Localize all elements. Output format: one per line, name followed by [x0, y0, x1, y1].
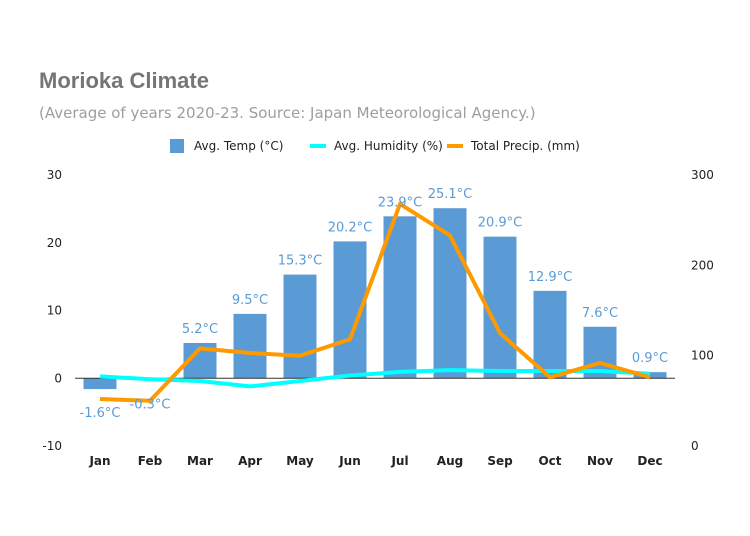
y-left-tick-3: 20 — [47, 236, 62, 250]
x-tick-jul: Jul — [390, 454, 408, 468]
x-tick-jan: Jan — [88, 454, 110, 468]
y-left-tick-1: 0 — [54, 371, 62, 385]
data-label-mar: 5.2°C — [182, 322, 218, 337]
legend-swatch-0 — [170, 139, 184, 153]
data-label-jan: -1.6°C — [80, 406, 121, 421]
series-line-humidity — [99, 368, 651, 389]
data-label-aug: 25.1°C — [428, 187, 473, 202]
x-tick-dec: Dec — [637, 454, 662, 468]
y-right-tick-3: 300 — [691, 168, 714, 182]
bar-dec — [633, 372, 667, 379]
x-tick-nov: Nov — [587, 454, 613, 468]
y-right-tick-0: 0 — [691, 439, 699, 453]
data-label-jul: 23.9°C — [378, 195, 423, 210]
series-line-precip — [99, 201, 651, 403]
data-label-oct: 12.9°C — [528, 270, 573, 285]
x-tick-mar: Mar — [187, 454, 213, 468]
x-tick-sep: Sep — [487, 454, 513, 468]
data-label-jun: 20.2°C — [328, 220, 373, 235]
x-tick-jun: Jun — [338, 454, 361, 468]
x-tick-feb: Feb — [138, 454, 163, 468]
x-tick-may: May — [286, 454, 314, 468]
x-tick-apr: Apr — [238, 454, 262, 468]
bar-apr — [233, 313, 267, 379]
y-left-tick-4: 30 — [47, 168, 62, 182]
legend-label-0: Avg. Temp (°C) — [194, 139, 283, 153]
legend-label-2: Total Precip. (mm) — [470, 139, 580, 153]
chart-title: Morioka Climate — [39, 68, 209, 93]
y-right-tick-1: 100 — [691, 349, 714, 363]
data-label-feb: -0.3°C — [130, 397, 171, 412]
y-left-tick-0: -10 — [42, 439, 62, 453]
data-label-dec: 0.9°C — [632, 351, 668, 366]
bar-jul — [383, 216, 417, 379]
data-label-nov: 7.6°C — [582, 306, 618, 321]
y-left-tick-2: 10 — [47, 304, 62, 318]
legend-label-1: Avg. Humidity (%) — [334, 139, 443, 153]
x-tick-aug: Aug — [437, 454, 463, 468]
bar-jan — [83, 378, 117, 390]
data-label-may: 15.3°C — [278, 254, 323, 269]
bar-may — [283, 274, 317, 379]
data-label-sep: 20.9°C — [478, 216, 523, 231]
chart-subtitle: (Average of years 2020-23. Source: Japan… — [39, 104, 536, 122]
y-right-tick-2: 200 — [691, 258, 714, 272]
bar-oct — [533, 290, 567, 379]
data-label-apr: 9.5°C — [232, 293, 268, 308]
x-tick-oct: Oct — [538, 454, 561, 468]
